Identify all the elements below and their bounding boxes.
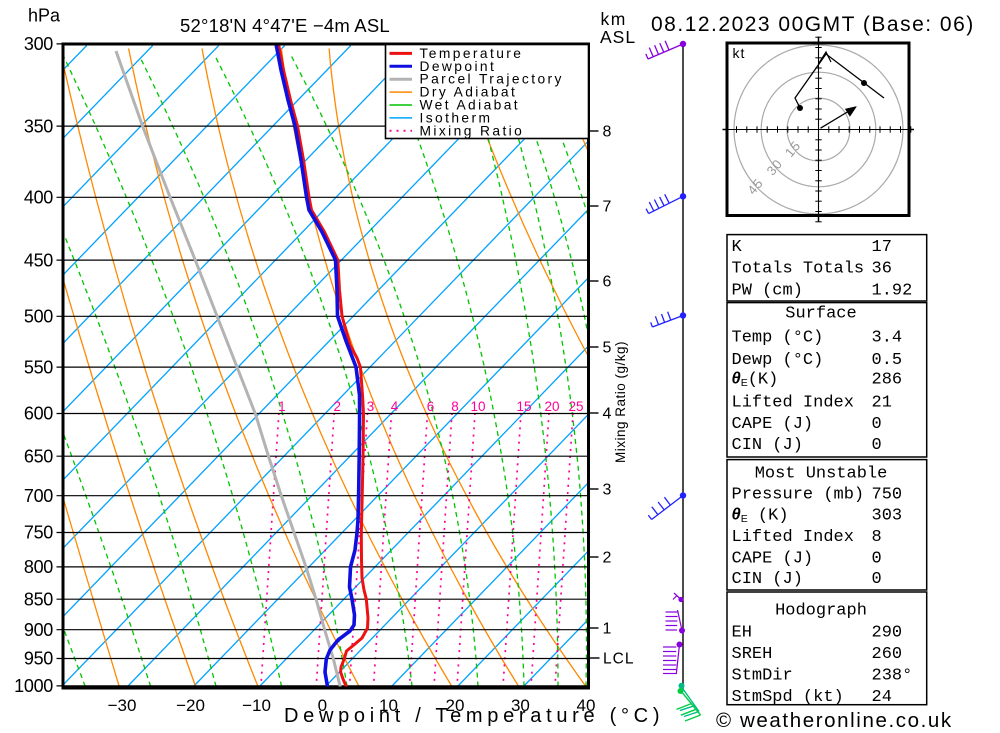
svg-text:850: 850 bbox=[24, 589, 53, 609]
svg-text:0: 0 bbox=[872, 550, 882, 569]
svg-text:6: 6 bbox=[603, 274, 612, 291]
svg-text:8: 8 bbox=[451, 399, 459, 414]
svg-text:3: 3 bbox=[603, 482, 612, 499]
svg-text:SREH: SREH bbox=[732, 645, 773, 664]
svg-text:Surface: Surface bbox=[785, 305, 856, 324]
svg-text:Temperature: Temperature bbox=[420, 46, 524, 61]
svg-text:Totals Totals: Totals Totals bbox=[732, 260, 865, 279]
svg-text:1: 1 bbox=[603, 621, 612, 638]
svg-text:450: 450 bbox=[24, 250, 53, 270]
svg-text:ASL: ASL bbox=[600, 27, 636, 47]
svg-text:600: 600 bbox=[24, 404, 53, 424]
svg-text:1.92: 1.92 bbox=[872, 282, 913, 301]
svg-text:750: 750 bbox=[872, 485, 903, 504]
svg-text:EH: EH bbox=[732, 624, 752, 643]
svg-text:StmDir: StmDir bbox=[732, 667, 793, 686]
svg-text:238°: 238° bbox=[872, 667, 913, 686]
svg-text:Dry Adiabat: Dry Adiabat bbox=[420, 85, 518, 100]
svg-text:CAPE (J): CAPE (J) bbox=[732, 415, 814, 434]
svg-text:Lifted Index: Lifted Index bbox=[732, 528, 854, 547]
svg-text:260: 260 bbox=[872, 645, 903, 664]
svg-text:2: 2 bbox=[333, 399, 341, 414]
svg-text:Hodograph: Hodograph bbox=[775, 602, 867, 621]
svg-text:1: 1 bbox=[278, 399, 286, 414]
svg-text:400: 400 bbox=[24, 188, 53, 208]
svg-text:K: K bbox=[732, 238, 743, 257]
svg-text:CAPE (J): CAPE (J) bbox=[732, 550, 814, 569]
svg-text:−30: −30 bbox=[108, 696, 137, 715]
svg-text:θE (K): θE (K) bbox=[732, 506, 789, 526]
svg-text:3.4: 3.4 bbox=[872, 329, 903, 348]
svg-text:21: 21 bbox=[872, 393, 892, 412]
svg-text:4: 4 bbox=[603, 406, 612, 423]
svg-text:15: 15 bbox=[516, 399, 531, 414]
svg-text:7: 7 bbox=[603, 199, 612, 216]
svg-text:0: 0 bbox=[872, 570, 882, 589]
svg-text:CIN (J): CIN (J) bbox=[732, 436, 803, 455]
svg-text:20: 20 bbox=[446, 696, 465, 715]
svg-text:300: 300 bbox=[24, 34, 53, 54]
svg-text:Wet Adiabat: Wet Adiabat bbox=[420, 98, 521, 113]
svg-text:0: 0 bbox=[318, 696, 327, 715]
svg-text:900: 900 bbox=[24, 620, 53, 640]
svg-text:950: 950 bbox=[24, 649, 53, 669]
svg-text:LCL: LCL bbox=[603, 651, 634, 668]
svg-text:286: 286 bbox=[872, 371, 903, 390]
svg-text:1000: 1000 bbox=[14, 676, 53, 696]
svg-text:5: 5 bbox=[603, 340, 612, 357]
svg-text:0.5: 0.5 bbox=[872, 351, 903, 370]
svg-text:3: 3 bbox=[367, 399, 375, 414]
svg-text:−20: −20 bbox=[176, 696, 205, 715]
svg-text:Mixing Ratio (g/kg): Mixing Ratio (g/kg) bbox=[613, 341, 628, 463]
svg-text:Parcel Trajectory: Parcel Trajectory bbox=[420, 72, 564, 87]
svg-text:Dewp (°C): Dewp (°C) bbox=[732, 351, 824, 370]
svg-text:θE(K): θE(K) bbox=[732, 370, 779, 390]
svg-text:0: 0 bbox=[872, 436, 882, 455]
svg-text:550: 550 bbox=[24, 357, 53, 377]
svg-text:Dewpoint: Dewpoint bbox=[420, 59, 497, 74]
svg-text:2: 2 bbox=[603, 550, 612, 567]
svg-text:303: 303 bbox=[872, 507, 903, 526]
svg-text:500: 500 bbox=[24, 307, 53, 327]
svg-text:650: 650 bbox=[24, 446, 53, 466]
svg-text:© weatheronline.co.uk: © weatheronline.co.uk bbox=[716, 709, 953, 732]
svg-text:36: 36 bbox=[872, 260, 892, 279]
svg-text:30: 30 bbox=[511, 696, 530, 715]
svg-text:6: 6 bbox=[427, 399, 435, 414]
svg-text:290: 290 bbox=[872, 624, 903, 643]
svg-text:08.12.2023 00GMT (Base: 06): 08.12.2023 00GMT (Base: 06) bbox=[651, 13, 975, 36]
svg-text:Dewpoint / Temperature (°C): Dewpoint / Temperature (°C) bbox=[284, 705, 664, 727]
svg-text:10: 10 bbox=[470, 399, 485, 414]
svg-text:PW (cm): PW (cm) bbox=[732, 282, 803, 301]
svg-text:−10: −10 bbox=[242, 696, 271, 715]
svg-text:25: 25 bbox=[568, 399, 583, 414]
svg-text:40: 40 bbox=[577, 696, 596, 715]
svg-text:700: 700 bbox=[24, 486, 53, 506]
svg-text:8: 8 bbox=[603, 124, 612, 141]
svg-text:Mixing Ratio: Mixing Ratio bbox=[420, 123, 525, 138]
svg-text:kt: kt bbox=[733, 45, 746, 61]
svg-text:24: 24 bbox=[872, 688, 892, 707]
svg-text:17: 17 bbox=[872, 238, 892, 257]
svg-text:750: 750 bbox=[24, 523, 53, 543]
svg-text:hPa: hPa bbox=[28, 6, 61, 26]
svg-text:CIN (J): CIN (J) bbox=[732, 570, 803, 589]
svg-text:20: 20 bbox=[544, 399, 559, 414]
svg-text:8: 8 bbox=[872, 528, 882, 547]
svg-text:Lifted Index: Lifted Index bbox=[732, 393, 854, 412]
svg-text:0: 0 bbox=[872, 415, 882, 434]
svg-text:350: 350 bbox=[24, 116, 53, 136]
svg-text:52°18'N 4°47'E −4m ASL: 52°18'N 4°47'E −4m ASL bbox=[180, 15, 390, 36]
svg-text:StmSpd (kt): StmSpd (kt) bbox=[732, 688, 844, 707]
svg-text:Pressure (mb): Pressure (mb) bbox=[732, 485, 865, 504]
svg-text:10: 10 bbox=[379, 696, 398, 715]
svg-text:Isotherm: Isotherm bbox=[420, 110, 493, 125]
svg-text:800: 800 bbox=[24, 557, 53, 577]
svg-text:Temp (°C): Temp (°C) bbox=[732, 329, 824, 348]
svg-text:km: km bbox=[601, 9, 627, 29]
svg-text:4: 4 bbox=[391, 399, 399, 414]
svg-text:Most Unstable: Most Unstable bbox=[755, 465, 888, 484]
